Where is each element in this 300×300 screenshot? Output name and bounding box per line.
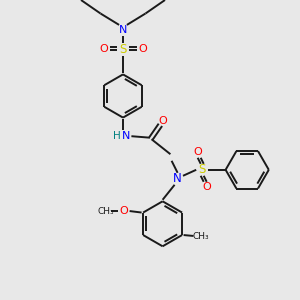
Text: N: N (122, 131, 130, 141)
Text: H: H (112, 131, 120, 141)
Text: CH₃: CH₃ (192, 232, 209, 241)
Text: S: S (199, 163, 206, 176)
Text: O: O (202, 182, 211, 192)
Text: CH₃: CH₃ (98, 206, 115, 215)
Text: O: O (138, 44, 147, 55)
Text: O: O (193, 147, 202, 158)
Text: O: O (119, 206, 128, 216)
Text: N: N (173, 172, 182, 185)
Text: O: O (99, 44, 108, 55)
Text: N: N (119, 25, 127, 35)
Text: O: O (158, 116, 167, 126)
Text: S: S (119, 43, 127, 56)
